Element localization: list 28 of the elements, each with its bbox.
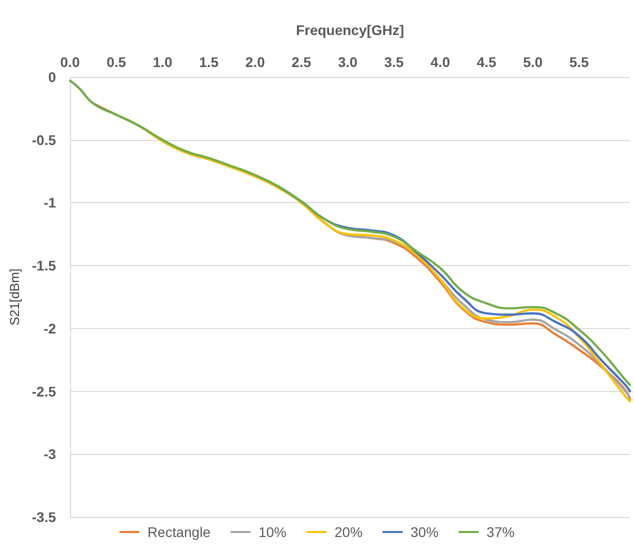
y-tick-label: 0 bbox=[48, 69, 56, 85]
x-tick-label: 1.0 bbox=[152, 54, 173, 70]
y-tick-label: -2.5 bbox=[32, 383, 56, 400]
y-tick-label: -3.5 bbox=[32, 509, 56, 525]
y-tick-label: -1 bbox=[44, 194, 56, 211]
y-tick-label: -0.5 bbox=[32, 132, 56, 148]
y-tick-label: -1.5 bbox=[32, 258, 56, 274]
legend-label: Rectangle bbox=[147, 524, 211, 540]
x-tick-label: 1.5 bbox=[199, 54, 219, 70]
x-tick-label: 2.5 bbox=[292, 54, 312, 70]
line-series bbox=[277, 185, 632, 392]
x-tick-label: 3.5 bbox=[384, 54, 404, 70]
x-tick-label: 4.5 bbox=[476, 54, 496, 70]
x-tick-label: 4.0 bbox=[430, 54, 450, 70]
legend-label: 30% bbox=[410, 524, 439, 540]
x-tick-label: 2.0 bbox=[245, 54, 266, 70]
x-tick-label: 3.0 bbox=[338, 54, 358, 70]
y-tick-label: -3 bbox=[44, 446, 56, 462]
x-tick-label: 0.0 bbox=[60, 54, 80, 70]
x-tick-label: 5.0 bbox=[523, 54, 543, 70]
legend-label: 37% bbox=[486, 524, 515, 540]
x-tick-label: 5.5 bbox=[569, 54, 590, 70]
x-tick-label: 0.5 bbox=[106, 54, 126, 70]
legend-label: 20% bbox=[334, 524, 363, 540]
x-axis-title: Frequency[GHz] bbox=[296, 22, 404, 38]
y-axis-title: S21[dBm] bbox=[7, 268, 22, 326]
legend-label: 10% bbox=[258, 524, 287, 540]
y-tick-label: -2 bbox=[44, 320, 56, 336]
